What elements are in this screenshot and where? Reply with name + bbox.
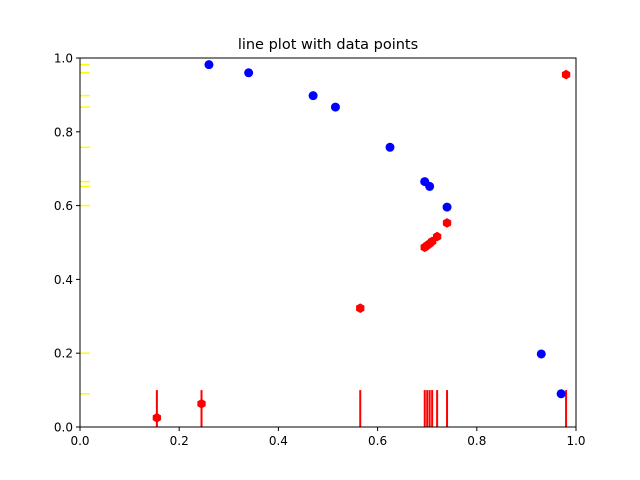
x-tick-label: 0.2 bbox=[170, 434, 189, 448]
data-point-blue bbox=[244, 68, 254, 78]
data-point-red bbox=[152, 412, 162, 423]
data-point-blue bbox=[204, 60, 214, 70]
y-tick-label: 0.2 bbox=[54, 347, 73, 361]
x-tick-label: 1.0 bbox=[566, 434, 585, 448]
data-point-red bbox=[197, 398, 206, 409]
x-tick-label: 0.0 bbox=[70, 434, 89, 448]
x-tick-label: 0.6 bbox=[368, 434, 387, 448]
data-point-blue bbox=[425, 181, 435, 191]
data-point-blue bbox=[308, 91, 318, 101]
y-tick-label: 0.8 bbox=[54, 125, 73, 139]
axes-frame bbox=[79, 57, 577, 428]
data-point-blue bbox=[556, 389, 566, 399]
y-tick-label: 1.0 bbox=[54, 52, 73, 66]
y-tick-label: 0.0 bbox=[54, 421, 73, 435]
data-point-blue bbox=[442, 202, 452, 212]
data-point-red bbox=[561, 69, 571, 80]
chart-title: line plot with data points bbox=[238, 37, 418, 53]
y-tick-label: 0.6 bbox=[54, 199, 73, 213]
x-tick-label: 0.4 bbox=[269, 434, 288, 448]
data-point-red bbox=[356, 303, 365, 313]
data-point-red bbox=[442, 218, 452, 228]
data-point-red bbox=[432, 231, 442, 242]
x-tick-label: 0.8 bbox=[467, 434, 486, 448]
data-point-blue bbox=[385, 142, 395, 152]
y-tick-label: 0.4 bbox=[54, 273, 73, 287]
plot-area bbox=[80, 60, 571, 427]
data-point-blue bbox=[536, 349, 546, 359]
data-point-blue bbox=[330, 102, 340, 112]
axes: 0.0 0.2 0.4 0.6 0.8 1.0 0.0 0.2 0.4 0.6 0.8 1.0 bbox=[54, 52, 586, 449]
